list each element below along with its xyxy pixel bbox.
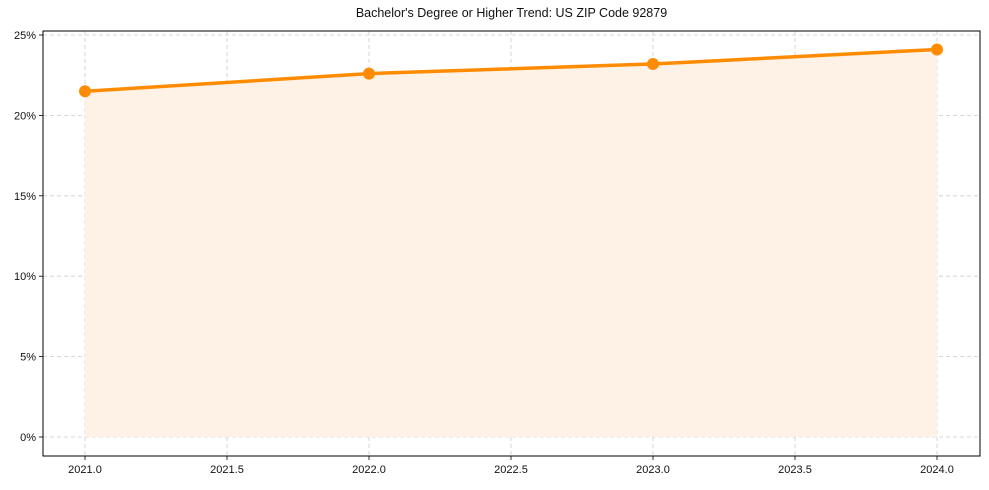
area-polygon (85, 49, 937, 438)
y-tick-label: 15% (14, 191, 36, 203)
series-line (84, 47, 938, 94)
x-tick-label: 2021.0 (68, 464, 102, 476)
axes-frame (42, 30, 981, 457)
data-point-marker (931, 43, 943, 56)
y-tick-label: 20% (14, 110, 36, 122)
data-point-marker (363, 67, 375, 80)
data-markers (79, 43, 943, 98)
x-axis: 2021.0 2021.5 2022.0 2022.5 2023.0 2023.5 2024… (68, 456, 954, 476)
x-tick-label: 2024.0 (920, 464, 954, 476)
data-line (84, 47, 938, 94)
y-tick-label: 25% (14, 30, 36, 42)
data-point-marker (79, 85, 91, 98)
chart-title: Bachelor's Degree or Higher Trend: US ZI… (355, 6, 668, 20)
y-tick-label: 5% (20, 352, 36, 364)
y-tick-label: 10% (14, 271, 36, 283)
x-tick-label: 2021.5 (210, 464, 244, 476)
y-tick-label: 0% (20, 432, 36, 444)
x-tick-label: 2023.0 (636, 464, 670, 476)
x-tick-label: 2022.5 (494, 464, 528, 476)
area-fill (85, 49, 937, 438)
x-tick-label: 2022.0 (352, 464, 386, 476)
x-tick-label: 2023.5 (778, 464, 812, 476)
y-axis: 0% 5% 10% 15% 20% 25% (14, 30, 43, 444)
data-point-marker (647, 57, 659, 70)
